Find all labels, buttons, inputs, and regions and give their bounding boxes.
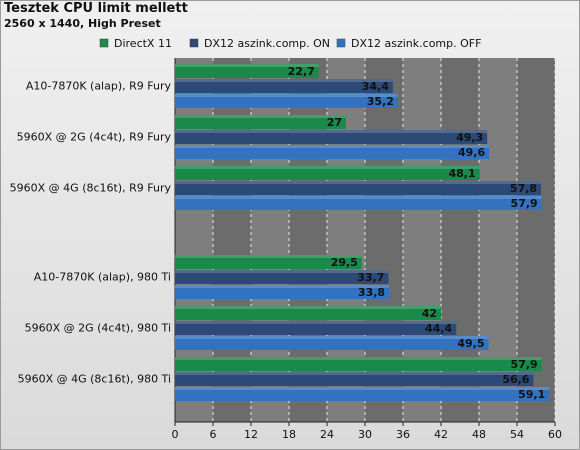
bar-highlight bbox=[175, 285, 390, 288]
bar-value-label: 59,1 bbox=[518, 388, 545, 401]
x-tick-label: 6 bbox=[210, 428, 217, 441]
x-tick-label: 42 bbox=[434, 428, 448, 441]
category-label: 5960X @ 2G (4c4t), 980 Ti bbox=[25, 322, 171, 335]
x-tick-label: 12 bbox=[244, 428, 258, 441]
x-tick-label: 30 bbox=[358, 428, 372, 441]
bar bbox=[175, 336, 489, 350]
bar-value-label: 35,2 bbox=[367, 95, 394, 108]
bar-highlight bbox=[175, 166, 480, 169]
bar-highlight bbox=[175, 64, 319, 67]
bar bbox=[175, 372, 534, 386]
bar-value-label: 33,7 bbox=[357, 271, 384, 284]
bar bbox=[175, 357, 542, 371]
bar bbox=[175, 285, 390, 299]
chart-subtitle: 2560 x 1440, High Preset bbox=[4, 17, 161, 30]
bar bbox=[175, 94, 398, 108]
bar-value-label: 27 bbox=[327, 116, 342, 129]
legend-label: DirectX 11 bbox=[114, 37, 172, 50]
bar bbox=[175, 166, 480, 180]
bar-highlight bbox=[175, 336, 489, 339]
bar-value-label: 57,9 bbox=[511, 358, 538, 371]
x-tick-label: 60 bbox=[548, 428, 562, 441]
bar bbox=[175, 321, 457, 335]
legend-label: DX12 aszink.comp. ON bbox=[204, 37, 330, 50]
x-tick-label: 0 bbox=[172, 428, 179, 441]
bar-highlight bbox=[175, 181, 542, 184]
bar-highlight bbox=[175, 306, 441, 309]
bar-value-label: 44,4 bbox=[425, 322, 452, 335]
bar bbox=[175, 64, 319, 78]
x-tick-label: 54 bbox=[510, 428, 524, 441]
bar-value-label: 49,6 bbox=[458, 146, 485, 159]
x-tick-label: 36 bbox=[396, 428, 410, 441]
legend-swatch bbox=[99, 38, 109, 48]
bar-highlight bbox=[175, 372, 534, 375]
category-label: 5960X @ 4G (8c16t), 980 Ti bbox=[18, 373, 171, 386]
bar-highlight bbox=[175, 321, 457, 324]
category-label: 5960X @ 4G (8c16t), R9 Fury bbox=[10, 182, 172, 195]
legend-swatch bbox=[336, 38, 346, 48]
bar bbox=[175, 145, 490, 159]
bar-value-label: 29,5 bbox=[331, 256, 358, 269]
category-label: 5960X @ 2G (4c4t), R9 Fury bbox=[17, 131, 172, 144]
category-label: A10-7870K (alap), 980 Ti bbox=[34, 271, 171, 284]
bar-highlight bbox=[175, 387, 550, 390]
x-tick-label: 24 bbox=[320, 428, 334, 441]
bar-highlight bbox=[175, 79, 393, 82]
bar bbox=[175, 196, 542, 210]
x-tick-label: 48 bbox=[472, 428, 486, 441]
bar-highlight bbox=[175, 115, 346, 118]
bar-value-label: 33,8 bbox=[358, 286, 385, 299]
bar bbox=[175, 270, 389, 284]
bar-value-label: 49,5 bbox=[457, 337, 484, 350]
bar-highlight bbox=[175, 94, 398, 97]
legend-swatch bbox=[189, 38, 199, 48]
bar-value-label: 34,4 bbox=[362, 80, 389, 93]
bar-highlight bbox=[175, 145, 490, 148]
bar bbox=[175, 115, 346, 129]
legend-label: DX12 aszink.comp. OFF bbox=[351, 37, 481, 50]
bar-highlight bbox=[175, 196, 542, 199]
bar bbox=[175, 387, 550, 401]
bar-highlight bbox=[175, 357, 542, 360]
x-tick-label: 18 bbox=[282, 428, 296, 441]
bar-highlight bbox=[175, 130, 488, 133]
bar-value-label: 56,6 bbox=[502, 373, 529, 386]
chart-title: Tesztek CPU limit mellett bbox=[4, 1, 188, 16]
bar-highlight bbox=[175, 255, 362, 258]
bar-value-label: 49,3 bbox=[456, 131, 483, 144]
bar bbox=[175, 130, 488, 144]
bar-value-label: 57,8 bbox=[510, 182, 537, 195]
bar-value-label: 22,7 bbox=[288, 65, 315, 78]
bar bbox=[175, 181, 542, 195]
category-label: A10-7870K (alap), R9 Fury bbox=[26, 80, 172, 93]
bar bbox=[175, 306, 441, 320]
bar-value-label: 57,9 bbox=[511, 197, 538, 210]
bar-value-label: 42 bbox=[422, 307, 437, 320]
bar bbox=[175, 79, 393, 93]
bar-highlight bbox=[175, 270, 389, 273]
bar-value-label: 48,1 bbox=[448, 167, 475, 180]
bar bbox=[175, 255, 362, 269]
